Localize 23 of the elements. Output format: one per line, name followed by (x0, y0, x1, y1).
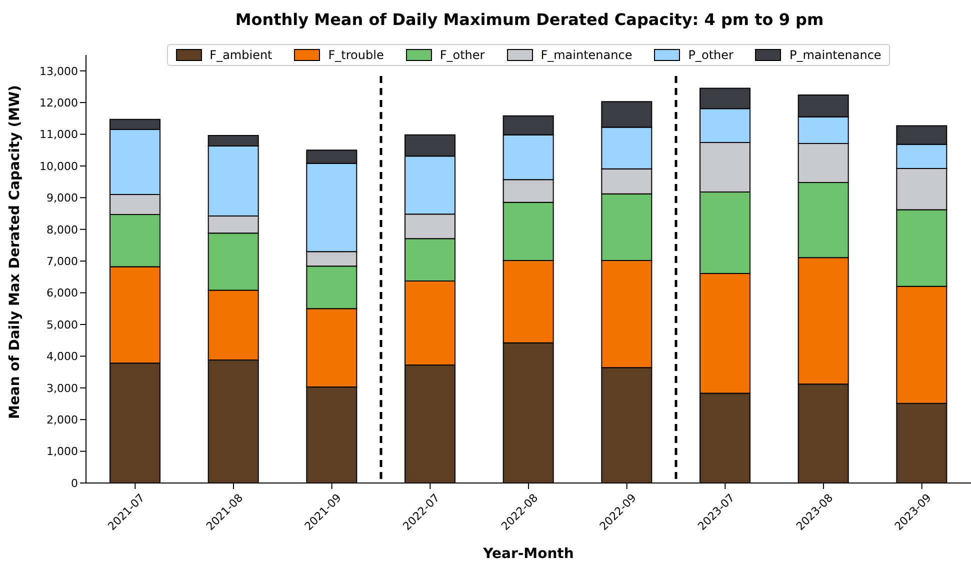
y-tick-label: 0 (71, 476, 78, 490)
y-tick-label: 5,000 (46, 318, 78, 332)
x-axis-title: Year-Month (482, 546, 574, 562)
y-tick-label: 3,000 (46, 382, 78, 395)
y-tick-label: 1,000 (46, 445, 78, 458)
y-tick-label: 4,000 (46, 350, 78, 364)
y-tick-label: 11,000 (40, 128, 78, 142)
y-tick-label: 13,000 (40, 64, 78, 78)
legend-label: P_other (687, 48, 734, 62)
y-tick-label: 2,000 (46, 414, 78, 426)
y-axis-title: Mean of Daily Max Derated Capacity (MW) (6, 85, 23, 419)
legend-label: F_ambient (208, 48, 272, 62)
chart-title: Monthly Mean of Daily Maximum Derated Capacity: 4 pm to 9 pm (234, 10, 825, 29)
y-tick-label: 10,000 (40, 160, 78, 173)
y-tick-label: 8,000 (46, 223, 78, 236)
legend-label: F_other (438, 48, 485, 62)
legend-label: F_maintenance (540, 48, 632, 62)
legend-label: F_trouble (327, 48, 384, 62)
y-tick-label: 6,000 (46, 286, 78, 300)
y-tick-label: 7,000 (46, 254, 78, 268)
y-tick-label: 9,000 (46, 192, 78, 205)
legend-label: P_maintenance (788, 48, 882, 62)
y-tick-label: 12,000 (40, 96, 78, 110)
